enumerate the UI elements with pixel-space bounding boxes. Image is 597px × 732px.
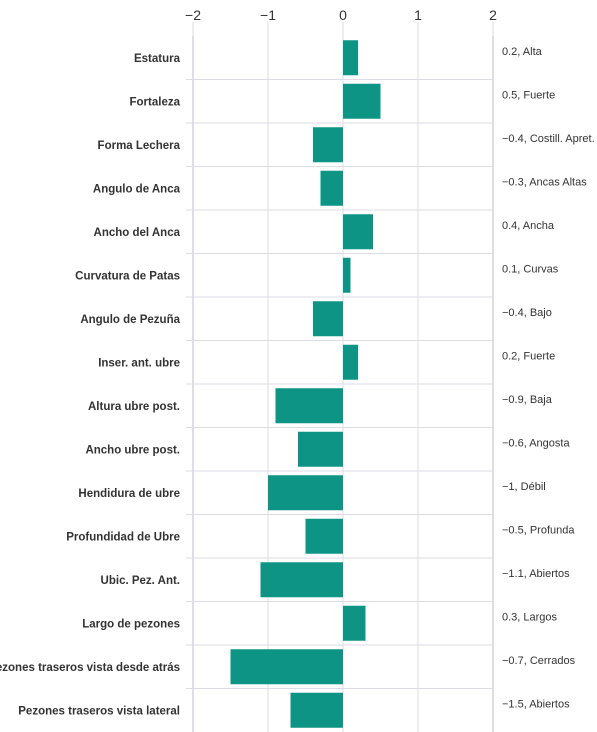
bar-10 bbox=[268, 475, 343, 511]
category-label: Fortaleza bbox=[130, 96, 181, 108]
bar-6 bbox=[313, 301, 343, 337]
bar-9 bbox=[298, 431, 343, 467]
value-label: −1, Débil bbox=[502, 481, 546, 493]
category-label: Largo de pezones bbox=[82, 618, 180, 630]
category-label: Angulo de Pezuña bbox=[80, 314, 180, 326]
bar-11 bbox=[305, 518, 343, 554]
bar-1 bbox=[343, 83, 381, 119]
value-label: 0.2, Alta bbox=[502, 46, 543, 58]
category-label: Ubic. Pez. Ant. bbox=[101, 575, 180, 587]
bar-8 bbox=[275, 388, 343, 424]
value-label: 0.2, Fuerte bbox=[502, 350, 555, 362]
category-label: Ancho del Anca bbox=[94, 227, 181, 239]
grid-layer bbox=[186, 22, 494, 732]
value-label: 0.1, Curvas bbox=[502, 263, 559, 275]
value-label: −0.5, Profunda bbox=[502, 524, 575, 536]
category-label: Angulo de Anca bbox=[93, 183, 181, 195]
category-label: Estatura bbox=[134, 53, 181, 65]
category-label: Ancho ubre post. bbox=[85, 444, 180, 456]
bar-15 bbox=[290, 692, 343, 728]
value-label: −0.4, Bajo bbox=[502, 307, 552, 319]
value-label: −0.4, Costill. Apret. bbox=[502, 133, 595, 145]
value-label: −0.9, Baja bbox=[502, 394, 553, 406]
bar-3 bbox=[320, 170, 343, 206]
x-tick-label: −1 bbox=[260, 7, 276, 23]
category-label: Hendidura de ubre bbox=[78, 488, 180, 500]
bar-5 bbox=[343, 257, 351, 293]
category-label: Altura ubre post. bbox=[88, 401, 180, 413]
value-label: 0.3, Largos bbox=[502, 611, 558, 623]
value-label: −0.6, Angosta bbox=[502, 437, 570, 449]
labels-layer: −2 −1 0 1 2 Estatura 0.2, Alta Fortaleza 0.5, Fu… bbox=[0, 7, 595, 717]
bar-14 bbox=[230, 649, 343, 685]
x-tick-label: −2 bbox=[185, 7, 201, 23]
category-label: Pezones traseros vista lateral bbox=[18, 705, 180, 717]
bar-12 bbox=[260, 562, 343, 598]
x-tick-label: 1 bbox=[414, 7, 422, 23]
category-label: Inser. ant. ubre bbox=[98, 357, 180, 369]
category-label: Curvatura de Patas bbox=[75, 270, 180, 282]
value-label: −0.3, Ancas Altas bbox=[502, 176, 587, 188]
bar-0 bbox=[343, 40, 358, 76]
category-label: Forma Lechera bbox=[98, 140, 181, 152]
bar-2 bbox=[313, 127, 343, 163]
bar-13 bbox=[343, 605, 366, 641]
value-label: 0.5, Fuerte bbox=[502, 89, 555, 101]
x-tick-label: 0 bbox=[339, 7, 347, 23]
bars-layer bbox=[230, 40, 381, 728]
value-label: −1.1, Abiertos bbox=[502, 568, 570, 580]
bar-7 bbox=[343, 344, 358, 380]
bar-4 bbox=[343, 214, 373, 250]
value-label: 0.4, Ancha bbox=[502, 220, 555, 232]
category-label: Pezones traseros vista desde atrás bbox=[0, 662, 180, 674]
x-tick-label: 2 bbox=[489, 7, 497, 23]
value-label: −1.5, Abiertos bbox=[502, 698, 570, 710]
category-label: Profundidad de Ubre bbox=[66, 531, 180, 543]
value-label: −0.7, Cerrados bbox=[502, 655, 576, 667]
